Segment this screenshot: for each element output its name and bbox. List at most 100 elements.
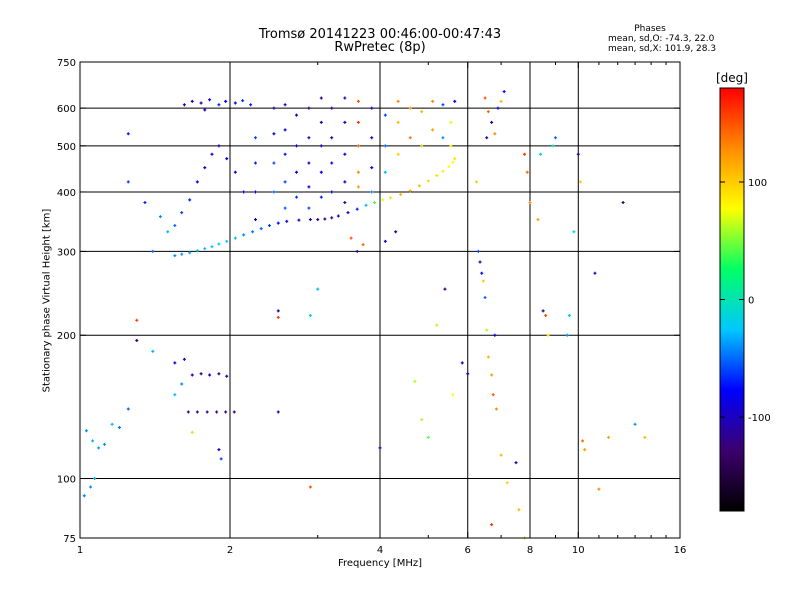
data-point xyxy=(319,170,323,174)
data-point xyxy=(259,227,263,231)
x-tick-label: 6 xyxy=(465,545,471,556)
y-tick-label: 400 xyxy=(57,188,76,199)
data-point xyxy=(408,106,412,110)
data-point xyxy=(283,103,287,107)
data-point xyxy=(356,120,360,124)
data-point xyxy=(203,108,207,112)
data-point xyxy=(475,180,479,184)
data-point xyxy=(417,184,421,188)
data-point xyxy=(233,170,237,174)
data-point xyxy=(643,435,647,439)
data-point xyxy=(505,481,509,485)
data-point xyxy=(208,98,212,102)
data-point xyxy=(502,90,506,94)
data-point xyxy=(217,103,221,107)
data-point xyxy=(343,201,347,205)
data-point xyxy=(551,144,555,148)
data-point xyxy=(413,379,417,383)
data-point xyxy=(242,190,246,194)
data-point xyxy=(173,393,177,397)
data-point xyxy=(420,418,424,422)
data-point xyxy=(151,349,155,353)
y-tick-label: 200 xyxy=(57,331,76,342)
x-tick-label: 1 xyxy=(77,545,83,556)
data-point xyxy=(514,461,518,465)
data-point xyxy=(453,157,457,161)
data-point xyxy=(173,254,177,258)
data-point xyxy=(370,136,374,140)
data-point xyxy=(517,508,521,512)
x-tick-label: 8 xyxy=(527,545,533,556)
data-point xyxy=(93,477,97,481)
data-point xyxy=(225,157,229,161)
data-point xyxy=(217,448,221,452)
data-point xyxy=(499,453,503,457)
data-point xyxy=(408,136,412,140)
data-point xyxy=(217,372,221,376)
data-point xyxy=(295,113,299,117)
data-point xyxy=(496,106,500,110)
data-point xyxy=(126,180,130,184)
data-point xyxy=(319,144,323,148)
colorbar-tick-label: 0 xyxy=(748,296,754,307)
data-point xyxy=(420,144,424,148)
data-point xyxy=(180,382,184,386)
colorbar-tick-label: 100 xyxy=(748,178,767,189)
data-point xyxy=(565,333,569,337)
data-point xyxy=(126,407,130,411)
data-point xyxy=(82,494,86,498)
data-point xyxy=(233,236,237,240)
data-point xyxy=(494,407,498,411)
data-point xyxy=(426,179,430,183)
x-tick-label: 16 xyxy=(674,545,687,556)
data-point xyxy=(567,314,571,318)
data-point xyxy=(349,236,353,240)
data-point xyxy=(307,206,311,210)
data-point xyxy=(307,136,311,140)
data-point xyxy=(180,211,184,215)
data-point xyxy=(396,99,400,103)
phases-title: Phases xyxy=(634,24,666,34)
data-point xyxy=(480,271,484,275)
data-point xyxy=(215,410,219,414)
data-point xyxy=(267,224,271,228)
data-point xyxy=(343,96,347,100)
data-point xyxy=(583,448,587,452)
data-point xyxy=(431,99,435,103)
data-point xyxy=(143,201,147,205)
data-point xyxy=(373,201,377,205)
data-point xyxy=(135,318,139,322)
data-point xyxy=(572,230,576,234)
data-point xyxy=(378,446,382,450)
data-point xyxy=(435,174,439,178)
data-point xyxy=(486,110,490,114)
data-point xyxy=(210,245,214,249)
data-point xyxy=(242,233,246,237)
data-point xyxy=(581,439,585,443)
data-point xyxy=(499,99,503,103)
data-point xyxy=(217,242,221,246)
data-point xyxy=(356,170,360,174)
colorbar-label: [deg] xyxy=(716,71,748,85)
data-point xyxy=(253,161,257,165)
data-point xyxy=(308,314,312,318)
data-point xyxy=(381,198,385,202)
data-point xyxy=(188,198,192,202)
data-point xyxy=(208,373,212,377)
data-point xyxy=(283,180,287,184)
data-point xyxy=(460,361,464,365)
data-point xyxy=(308,218,312,222)
data-point xyxy=(283,128,287,132)
data-point xyxy=(396,120,400,124)
data-point xyxy=(449,144,453,148)
data-point xyxy=(485,328,489,332)
data-point xyxy=(330,106,334,110)
y-tick-label: 750 xyxy=(57,58,76,69)
data-point xyxy=(343,120,347,124)
data-point xyxy=(343,152,347,156)
data-point xyxy=(370,190,374,194)
data-point xyxy=(483,296,487,300)
data-point xyxy=(491,393,495,397)
data-point xyxy=(370,166,374,170)
data-point xyxy=(233,101,237,105)
